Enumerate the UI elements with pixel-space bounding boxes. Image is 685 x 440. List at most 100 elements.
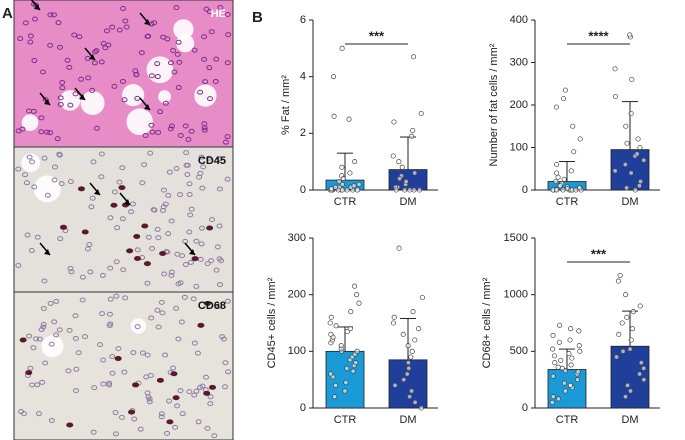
nucleus [195,419,202,425]
nucleus [113,293,120,299]
nucleus [222,360,229,366]
data-point [352,159,358,165]
nucleus [57,101,64,107]
data-point [628,337,634,343]
data-point [339,187,346,193]
y-tick-label: 4 [300,71,306,83]
nucleus [66,327,73,333]
nucleus [146,399,153,405]
nucleus [168,218,175,224]
nucleus [193,283,200,289]
nucleus [198,154,205,160]
nucleus [174,51,181,57]
data-point [554,170,560,176]
data-point [336,178,342,185]
nucleus [147,372,154,378]
nucleus [48,341,55,347]
nucleus [42,360,49,366]
nucleus [106,382,113,388]
nucleus [128,209,135,215]
data-point [412,170,418,176]
data-point [577,348,583,354]
nucleus [98,174,105,180]
stained-cell [197,322,205,328]
data-point [612,66,618,72]
significance-label: *** [369,28,385,43]
nucleus [97,342,104,348]
stained-cell [203,390,211,396]
nucleus [186,229,193,235]
data-point [641,365,647,371]
data-point [410,127,416,134]
nucleus [197,89,204,95]
nucleus [73,388,80,394]
data-point [637,144,643,151]
stained-cell [114,356,122,362]
data-point [627,32,633,38]
nucleus [36,411,43,417]
nucleus [193,238,200,244]
nucleus [154,307,161,313]
nucleus [224,11,231,17]
data-point [416,326,422,332]
y-tick-label: 1500 [504,232,528,244]
data-point [613,354,620,360]
nucleus [51,177,58,183]
data-point [399,164,405,170]
nucleus [103,28,110,34]
y-axis-label: % Fat / mm² [280,75,292,135]
image-label: CD45 [198,155,226,167]
data-point [550,346,556,352]
nucleus [88,204,95,210]
data-point [557,322,563,328]
nucleus [47,42,54,48]
nucleus [119,78,126,84]
nucleus [111,189,118,195]
data-point [619,320,625,326]
nucleus [29,382,36,388]
nucleus [31,16,38,22]
data-point [333,323,339,329]
stained-cell [156,377,164,383]
data-point [568,362,574,368]
nucleus [116,27,123,33]
nucleus [53,298,60,304]
nucleus [154,226,161,232]
data-point [346,116,352,122]
nucleus [224,60,231,66]
data-point [562,87,568,93]
nucleus [155,324,162,330]
nucleus [160,34,167,40]
nucleus [31,184,38,190]
nucleus [158,411,165,417]
nucleus [186,389,193,395]
nucleus [109,370,116,376]
data-point [347,170,353,176]
nucleus [194,350,201,356]
nucleus [186,181,193,187]
data-point [411,187,417,193]
nucleus [183,150,190,156]
data-point [555,396,562,402]
nucleus [155,235,162,241]
nucleus [191,340,198,346]
nucleus [188,128,195,134]
data-point [397,176,403,182]
fat-vacuole [146,56,174,84]
data-point [419,294,425,301]
nucleus [130,350,137,356]
data-point [412,337,418,343]
nucleus [64,57,71,63]
nucleus [134,247,141,253]
nucleus [216,303,223,309]
nucleus [65,368,72,374]
nucleus [174,251,181,257]
stained-cell [77,186,85,192]
nucleus [32,336,39,342]
x-tick-label: DM [399,414,416,426]
nucleus [200,164,207,170]
data-point [410,309,416,315]
nucleus [57,95,64,101]
data-point [568,168,574,174]
